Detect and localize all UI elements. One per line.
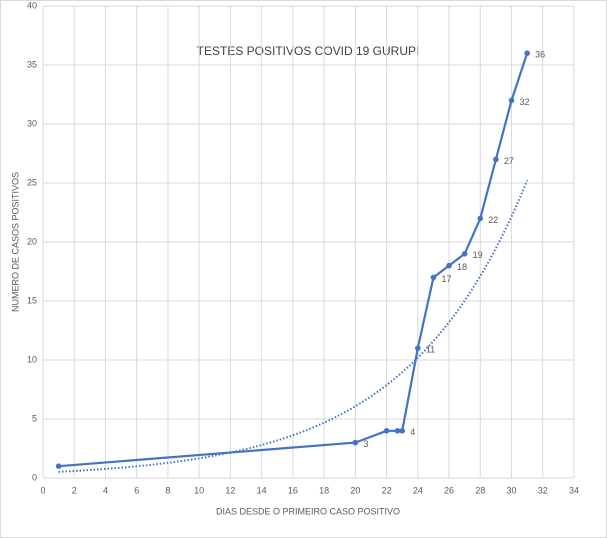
y-tick-label: 40 bbox=[27, 0, 37, 10]
x-tick-label: 20 bbox=[350, 485, 360, 495]
y-tick-label: 10 bbox=[27, 354, 37, 364]
x-tick-label: 32 bbox=[538, 485, 548, 495]
y-tick-label: 25 bbox=[27, 177, 37, 187]
data-label: 19 bbox=[473, 250, 483, 260]
x-tick-label: 22 bbox=[382, 485, 392, 495]
data-label: 32 bbox=[520, 97, 530, 107]
x-tick-label: 26 bbox=[444, 485, 454, 495]
x-tick-label: 2 bbox=[72, 485, 77, 495]
data-label: 3 bbox=[363, 439, 368, 449]
y-tick-label: 15 bbox=[27, 295, 37, 305]
data-label: 27 bbox=[504, 156, 514, 166]
data-point bbox=[446, 262, 452, 269]
data-point bbox=[394, 428, 401, 434]
data-label: 36 bbox=[535, 50, 545, 60]
x-tick-label: 34 bbox=[569, 485, 579, 495]
data-label: 17 bbox=[441, 274, 451, 284]
y-tick-label: 20 bbox=[27, 236, 37, 246]
x-tick-label: 14 bbox=[257, 485, 267, 495]
data-label: 22 bbox=[488, 215, 498, 225]
x-tick-label: 4 bbox=[103, 485, 108, 495]
data-label: 11 bbox=[426, 345, 435, 355]
data-point bbox=[383, 428, 390, 434]
data-point bbox=[477, 215, 484, 222]
x-axis-label: DIAS DESDE O PRIMEIRO CASO POSITIVO bbox=[216, 506, 400, 516]
x-tick-label: 28 bbox=[475, 485, 485, 495]
data-label: 18 bbox=[457, 262, 467, 272]
x-tick-label: 8 bbox=[165, 485, 170, 495]
y-axis-label: NUMERO DE CASOS POSITIVOS bbox=[10, 172, 20, 312]
x-tick-label: 0 bbox=[40, 485, 45, 495]
data-point bbox=[399, 428, 406, 434]
data-point bbox=[430, 274, 437, 281]
data-label: 4 bbox=[410, 427, 415, 437]
y-tick-label: 30 bbox=[27, 118, 37, 128]
x-tick-label: 24 bbox=[413, 485, 423, 495]
x-tick-label: 30 bbox=[507, 485, 517, 495]
data-point bbox=[55, 463, 62, 470]
y-tick-label: 0 bbox=[32, 472, 37, 482]
data-point bbox=[461, 251, 468, 257]
data-point bbox=[352, 439, 359, 446]
data-point bbox=[415, 345, 421, 352]
data-point bbox=[493, 156, 499, 163]
x-tick-label: 6 bbox=[134, 485, 139, 495]
x-tick-label: 10 bbox=[194, 485, 204, 495]
x-tick-label: 18 bbox=[319, 485, 329, 495]
chart-title: TESTES POSITIVOS COVID 19 GURUPI bbox=[197, 44, 420, 58]
y-tick-label: 35 bbox=[27, 59, 37, 69]
y-tick-label: 5 bbox=[32, 413, 37, 423]
data-point bbox=[508, 97, 515, 104]
trendline bbox=[58, 180, 529, 473]
x-tick-label: 16 bbox=[288, 485, 298, 495]
x-tick-label: 12 bbox=[225, 485, 235, 495]
data-point bbox=[524, 50, 530, 56]
